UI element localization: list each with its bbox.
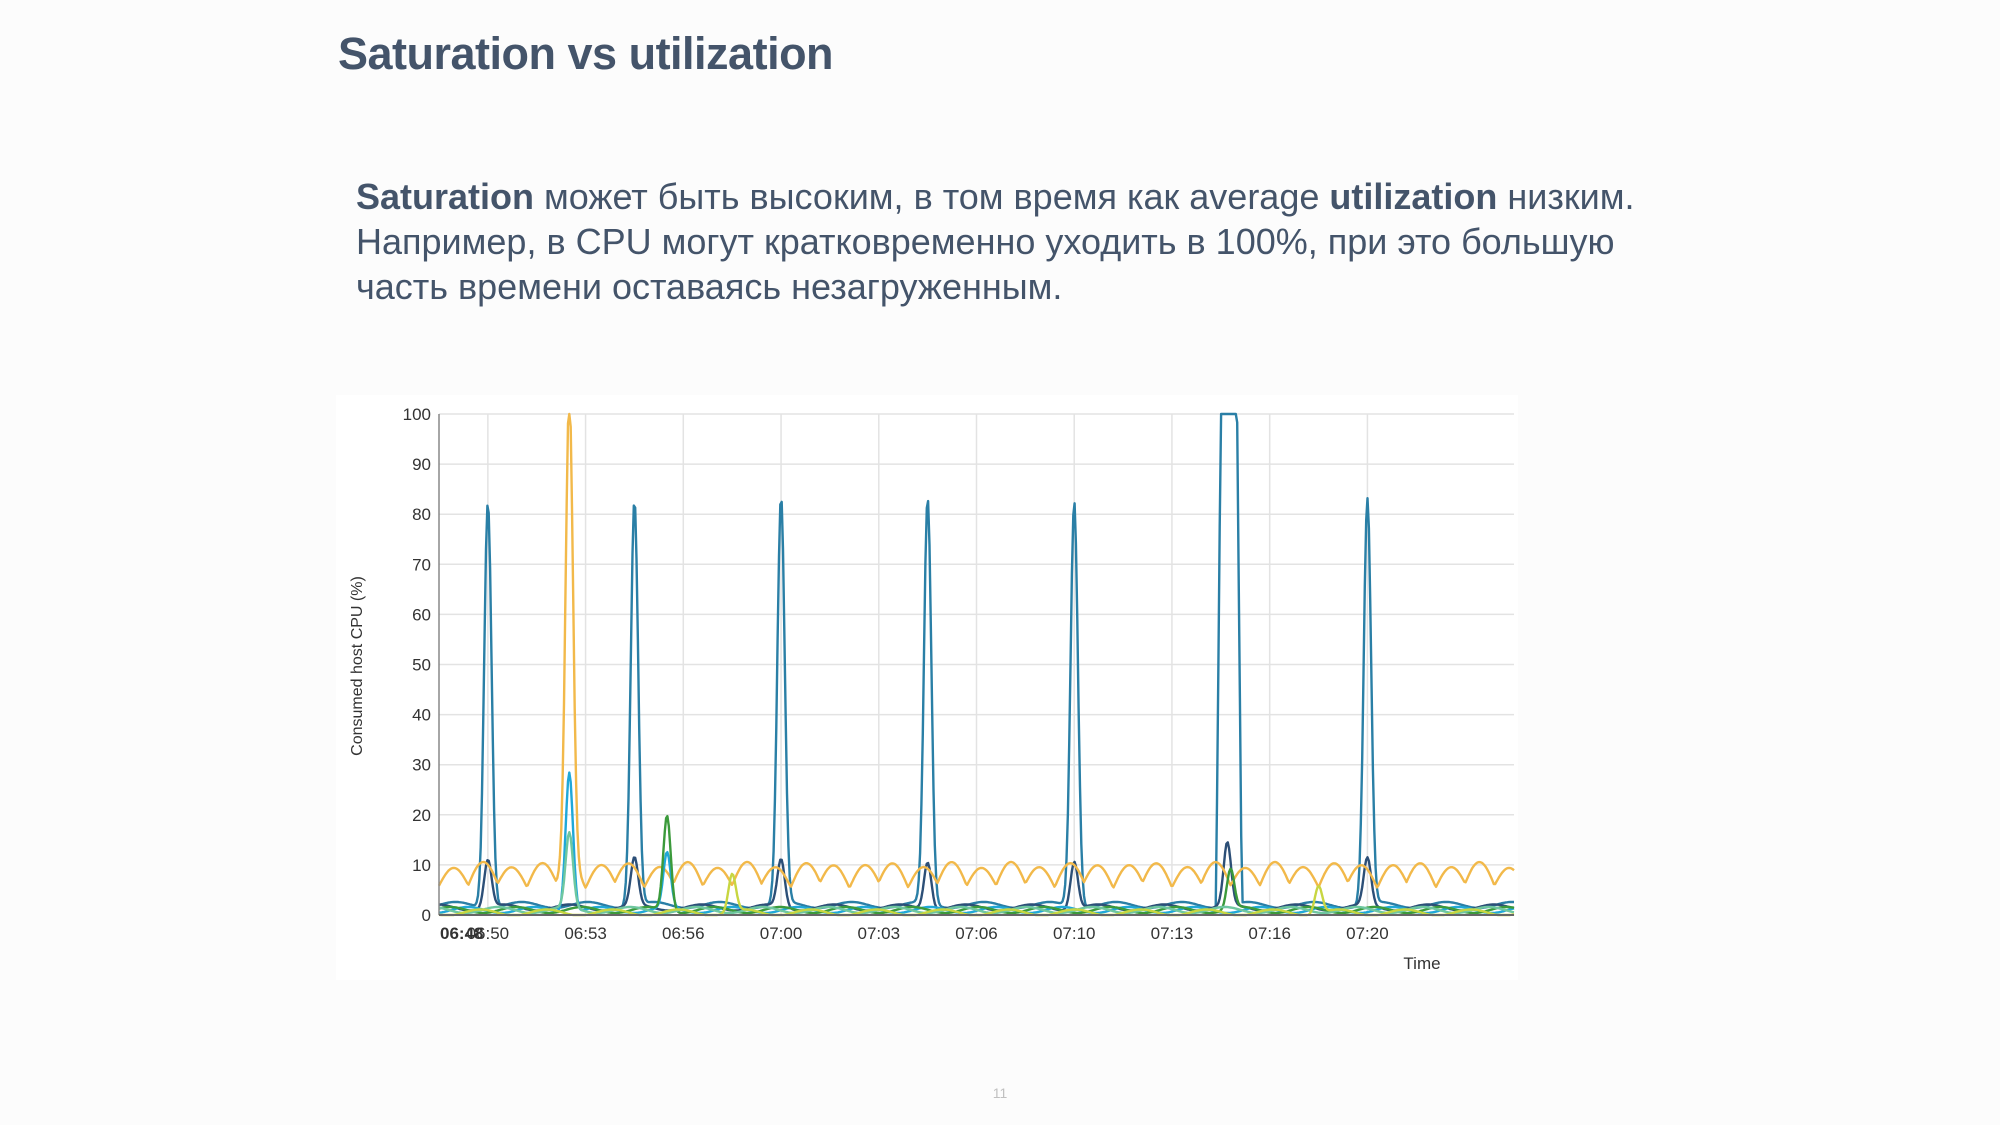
y-tick-label: 100: [403, 405, 431, 424]
body-text-2: низким. Например, в CPU могут кратковрем…: [356, 176, 1635, 307]
x-tick-label: 07:13: [1151, 924, 1194, 943]
cpu-chart: 0 10 20 30 40 50 60 70 80 90 100 06:48 06:50 06:53 06:…: [336, 395, 1518, 980]
body-bold-utilization: utilization: [1329, 176, 1498, 217]
y-tick-label: 60: [412, 605, 431, 624]
x-tick-label: 06:48: [440, 924, 483, 943]
page-number: 11: [992, 1085, 1008, 1101]
x-tick-label: 07:20: [1346, 924, 1389, 943]
y-tick-label: 90: [412, 455, 431, 474]
x-tick-label: 07:03: [857, 924, 900, 943]
series-line-2: [437, 412, 1515, 889]
y-tick-label: 0: [422, 906, 431, 925]
x-tick-label: 07:06: [955, 924, 998, 943]
y-tick-label: 80: [412, 505, 431, 524]
x-tick-label: 06:50: [467, 924, 510, 943]
body-bold-saturation: Saturation: [356, 176, 535, 217]
chart-grid: [439, 413, 1514, 916]
y-tick-label: 10: [412, 856, 431, 875]
slide-title: Saturation vs utilization: [338, 28, 834, 79]
x-axis-label: Time: [1403, 954, 1440, 973]
y-tick-label: 70: [412, 555, 431, 574]
body-text-1: может быть высоким, в том время как aver…: [534, 176, 1330, 217]
x-tick-label: 07:10: [1053, 924, 1096, 943]
y-tick-label: 50: [412, 656, 431, 675]
x-tick-label: 06:56: [662, 924, 705, 943]
y-axis-label: Consumed host CPU (%): [349, 576, 366, 756]
x-tick-label: 07:00: [760, 924, 803, 943]
y-tick-label: 40: [412, 706, 431, 725]
x-tick-label: 07:16: [1248, 924, 1291, 943]
slide-body-text: Saturation может быть высоким, в том вре…: [356, 174, 1656, 309]
y-tick-label: 20: [412, 806, 431, 825]
y-tick-label: 30: [412, 756, 431, 775]
x-tick-label: 06:53: [564, 924, 607, 943]
